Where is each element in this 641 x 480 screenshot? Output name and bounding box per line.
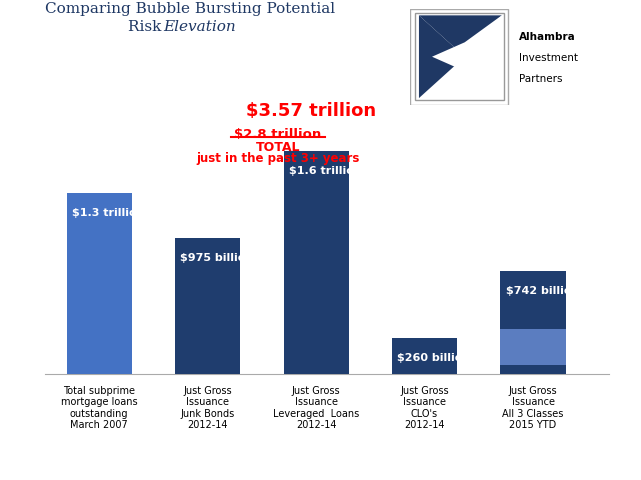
Text: Comparing Bubble Bursting Potential: Comparing Bubble Bursting Potential — [45, 2, 335, 16]
Bar — [415, 14, 504, 101]
Polygon shape — [419, 16, 502, 58]
Bar — [392, 338, 457, 374]
Text: TOTAL: TOTAL — [256, 141, 301, 154]
FancyBboxPatch shape — [410, 10, 508, 106]
Bar — [501, 271, 565, 329]
Text: $260 billion: $260 billion — [397, 352, 470, 362]
Bar — [283, 152, 349, 374]
Polygon shape — [432, 16, 502, 99]
Polygon shape — [419, 16, 465, 99]
Bar — [175, 239, 240, 374]
Text: $3.57 trillion: $3.57 trillion — [246, 102, 376, 120]
Text: $742 billion: $742 billion — [506, 285, 579, 295]
Bar — [501, 329, 565, 365]
Text: Partners: Partners — [519, 74, 563, 84]
Text: Risk: Risk — [128, 20, 167, 34]
Bar — [415, 14, 504, 101]
Bar — [501, 365, 565, 374]
Text: Elevation: Elevation — [163, 20, 236, 34]
Text: $2.8 trillion: $2.8 trillion — [235, 128, 322, 141]
Text: $1.6 trillion: $1.6 trillion — [289, 166, 362, 176]
Text: $1.3 trillion: $1.3 trillion — [72, 208, 144, 217]
Text: Alhambra: Alhambra — [519, 32, 576, 41]
Bar — [67, 194, 131, 374]
Text: $975 billion: $975 billion — [181, 253, 254, 263]
Text: just in the past 3+ years: just in the past 3+ years — [196, 152, 360, 165]
Text: Investment: Investment — [519, 53, 578, 62]
